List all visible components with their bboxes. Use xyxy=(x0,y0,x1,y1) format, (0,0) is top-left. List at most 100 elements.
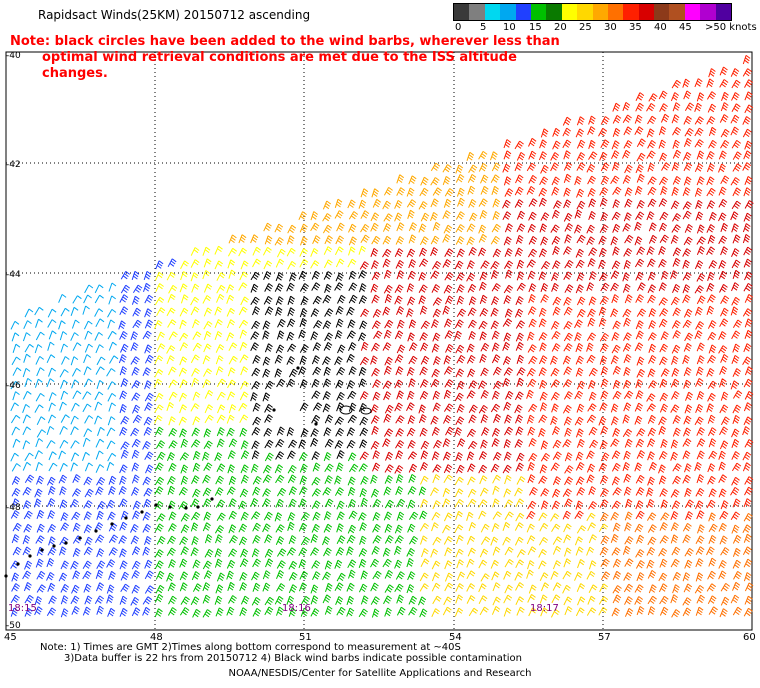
wind-barb xyxy=(707,380,717,390)
wind-barb xyxy=(252,476,262,485)
wind-barb xyxy=(251,367,261,377)
wind-barb xyxy=(503,594,513,604)
wind-barb xyxy=(528,355,538,365)
wind-barb xyxy=(718,461,726,471)
wind-barb xyxy=(250,511,261,520)
wind-barb xyxy=(418,223,427,233)
wind-barb xyxy=(682,474,691,484)
wind-barb xyxy=(262,464,272,474)
wind-barb xyxy=(468,380,478,389)
lat-label: -50 xyxy=(6,621,21,631)
wind-barb xyxy=(48,451,57,461)
wind-barb xyxy=(610,282,619,292)
wind-barb xyxy=(82,606,91,616)
wind-barb xyxy=(540,236,549,246)
wind-barb xyxy=(371,235,381,245)
scale-tick: 40 xyxy=(654,22,667,33)
wind-barb xyxy=(468,247,477,256)
wind-barb xyxy=(491,606,501,615)
wind-barb xyxy=(683,162,693,172)
wind-barb xyxy=(94,415,102,425)
wind-barb xyxy=(480,523,490,533)
wind-barb xyxy=(624,187,633,197)
wind-barb xyxy=(35,318,43,328)
wind-barb xyxy=(682,248,692,257)
wind-barb xyxy=(322,594,331,604)
wind-barb xyxy=(82,437,91,447)
wind-barb xyxy=(622,272,630,282)
lat-label: -46 xyxy=(6,381,21,391)
wind-barb xyxy=(635,320,644,330)
wind-barb xyxy=(370,283,379,293)
wind-barb xyxy=(708,344,717,354)
wind-barb xyxy=(407,390,415,400)
wind-barb xyxy=(612,427,621,437)
wind-barb xyxy=(478,510,487,520)
wind-barb xyxy=(538,151,547,161)
wind-barb xyxy=(252,535,261,544)
wind-barb xyxy=(612,365,621,375)
wind-barb xyxy=(648,222,657,232)
wind-barb xyxy=(22,486,32,496)
wind-barb xyxy=(84,415,94,424)
wind-barb xyxy=(10,560,20,569)
wind-barb xyxy=(262,488,271,497)
wind-barb xyxy=(672,475,681,485)
wind-barb xyxy=(490,559,499,569)
wind-barb xyxy=(360,476,369,485)
wind-barb xyxy=(47,582,56,592)
wind-barb xyxy=(467,547,476,557)
wind-barb xyxy=(480,185,489,195)
wind-barb xyxy=(228,498,237,508)
wind-barb xyxy=(406,367,415,376)
wind-barb xyxy=(647,176,657,185)
wind-barb xyxy=(718,260,727,269)
wind-barb xyxy=(323,427,332,437)
wind-barb xyxy=(228,438,238,448)
wind-barb xyxy=(576,380,586,390)
wind-barb xyxy=(384,607,392,617)
wind-barb xyxy=(637,282,646,292)
wind-barb xyxy=(288,535,297,545)
wind-barb xyxy=(120,416,130,425)
wind-barb xyxy=(384,570,393,579)
wind-barb xyxy=(635,487,645,496)
wind-barb xyxy=(564,465,574,474)
wind-barb xyxy=(264,283,273,292)
wind-barb xyxy=(598,462,608,472)
wind-barb xyxy=(395,486,404,496)
wind-barb xyxy=(311,390,321,399)
wind-barb xyxy=(527,270,536,280)
wind-barb xyxy=(718,560,727,569)
wind-barb xyxy=(671,500,681,510)
wind-barb xyxy=(120,510,129,520)
wind-barb xyxy=(299,344,309,353)
wind-barb xyxy=(442,164,452,173)
wind-barb xyxy=(514,199,524,208)
wind-barb xyxy=(22,546,31,556)
wind-barb xyxy=(658,246,666,256)
wind-barb xyxy=(371,367,380,377)
wind-barb xyxy=(490,236,500,245)
wind-barb xyxy=(371,608,380,618)
wind-barb xyxy=(514,522,524,531)
color-swatch xyxy=(577,4,593,20)
wind-barb xyxy=(94,522,104,531)
wind-barb xyxy=(371,546,380,555)
wind-barb xyxy=(648,308,657,318)
wind-barb xyxy=(670,534,679,544)
wind-barb xyxy=(215,344,225,353)
wind-barb xyxy=(442,176,451,186)
wind-barb xyxy=(227,247,237,257)
wind-barb xyxy=(707,414,716,424)
wind-barb xyxy=(648,584,657,594)
wind-barb xyxy=(348,569,356,579)
wind-barb xyxy=(432,474,441,484)
wind-barb xyxy=(264,596,274,606)
wind-barb xyxy=(466,535,476,545)
wind-barb xyxy=(551,186,560,196)
wind-barb xyxy=(192,416,201,426)
wind-barb xyxy=(707,271,715,281)
wind-barb xyxy=(204,534,213,544)
wind-barb xyxy=(262,570,271,580)
